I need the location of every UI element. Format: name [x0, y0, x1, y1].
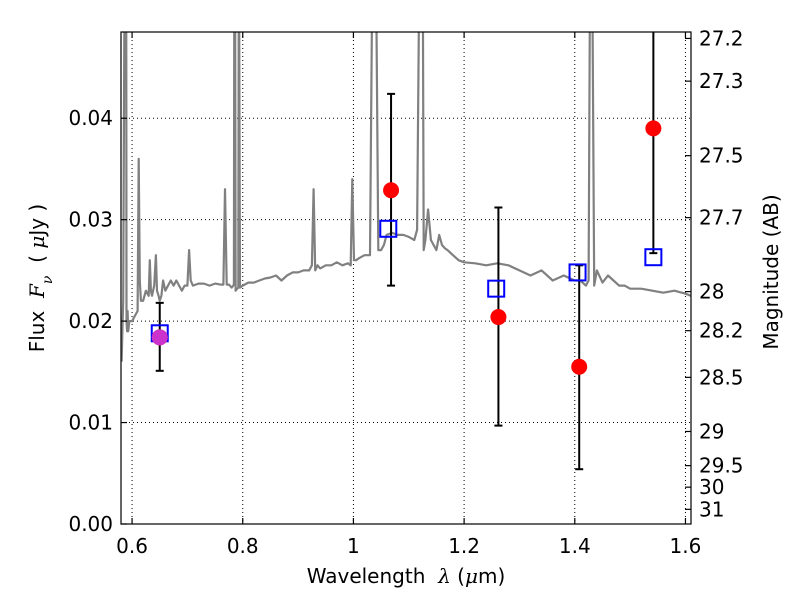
x-tick-label: 1.4	[559, 534, 591, 558]
model-square-marker	[644, 248, 663, 267]
magnitude-axis-label: Magnitude (AB)	[759, 194, 783, 349]
y-tick-label: 0.01	[68, 411, 113, 435]
overlap-point	[151, 329, 168, 346]
magnitude-tick-label: 27.7	[699, 206, 744, 230]
x-tick-label: 0.6	[116, 534, 148, 558]
y-tick-label: 0.04	[68, 106, 113, 130]
spectrum-line	[121, 32, 691, 362]
x-tick-label: 1	[347, 534, 360, 558]
y-tick-label: 0.02	[68, 309, 113, 333]
magnitude-tick-label: 27.3	[699, 69, 744, 93]
observed-point	[645, 120, 662, 137]
magnitude-tick-label: 27.5	[699, 144, 744, 168]
y-tick-label: 0.03	[68, 208, 113, 232]
magnitude-tick-label: 27.2	[699, 26, 744, 50]
plot-area	[121, 32, 691, 471]
x-tick-label: 0.8	[227, 534, 259, 558]
magnitude-tick-label: 28	[699, 280, 724, 304]
observed-point	[571, 358, 588, 375]
magnitude-tick-label: 28.2	[699, 319, 744, 343]
observed-point	[490, 309, 507, 326]
model-square-marker	[568, 263, 587, 282]
y-tick-label: 0.00	[68, 512, 113, 536]
x-tick-label: 1.6	[670, 534, 702, 558]
magnitude-tick-label: 30	[699, 475, 724, 499]
axis-ticks: 0.6 0.8 1 1.2 1.4 1.6 0.00 0.01 0.02 0.03 0.04 27.2…	[68, 26, 743, 558]
plot-frame	[120, 31, 692, 525]
x-tick-label: 1.2	[448, 534, 480, 558]
model-square-marker	[379, 219, 398, 238]
y-axis-label: Flux Fν ( μJy )	[25, 204, 56, 353]
magnitude-tick-label: 31	[699, 497, 724, 521]
model-square-marker	[487, 279, 506, 298]
magnitude-tick-label: 29	[699, 419, 724, 443]
x-axis-label: Wavelength λ (μm)	[307, 564, 506, 588]
magnitude-tick-label: 29.5	[699, 454, 744, 478]
magnitude-tick-label: 28.5	[699, 365, 744, 389]
observed-point	[383, 182, 400, 199]
